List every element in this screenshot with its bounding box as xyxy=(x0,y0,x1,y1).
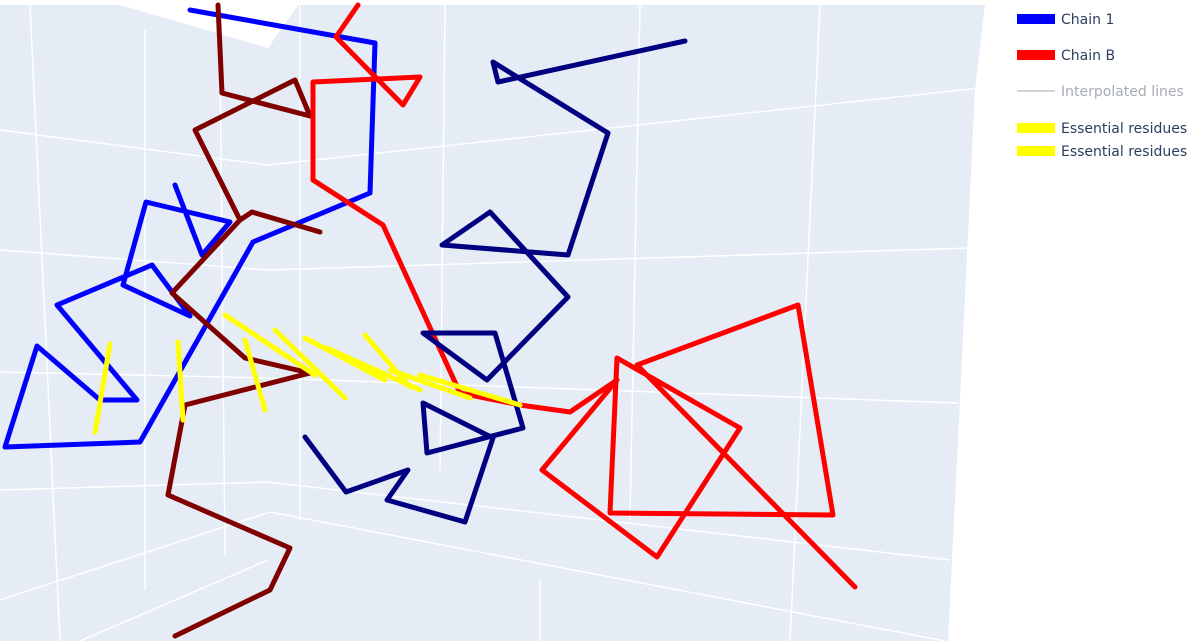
scene-grid xyxy=(0,4,981,641)
legend-item[interactable]: Interpolated lines xyxy=(1017,84,1184,100)
grid-line xyxy=(79,559,269,641)
grid-line xyxy=(0,511,271,601)
series-2 xyxy=(310,2,858,590)
scene-wall-left xyxy=(0,5,985,641)
grid-line xyxy=(267,377,959,404)
grid-line xyxy=(29,4,61,641)
series-4 xyxy=(92,312,523,435)
legend-item[interactable]: Chain B xyxy=(1017,48,1115,64)
legend-item[interactable]: Essential residues xyxy=(1017,144,1187,160)
legend-label: Interpolated lines xyxy=(1061,84,1184,100)
grid-line xyxy=(0,129,269,166)
series-3 xyxy=(302,38,688,525)
series-1 xyxy=(165,2,323,639)
chart-traces xyxy=(2,2,858,639)
scene-wall-top-gap xyxy=(120,0,300,48)
series-line[interactable] xyxy=(242,337,268,413)
series-line[interactable] xyxy=(272,327,348,401)
grid-line xyxy=(0,481,269,491)
series-line[interactable] xyxy=(222,312,318,378)
legend[interactable]: Chain 1 Chain B Interpolated lines Essentia… xyxy=(1017,12,1187,160)
series-line[interactable] xyxy=(417,372,523,408)
grid-line xyxy=(0,371,269,379)
grid-line xyxy=(267,87,981,166)
grid-line xyxy=(269,511,946,641)
legend-item[interactable]: Essential residues xyxy=(1017,121,1187,137)
series-line[interactable] xyxy=(387,367,473,401)
grid-line xyxy=(629,4,641,521)
series-line[interactable] xyxy=(92,341,113,435)
series-line[interactable] xyxy=(165,2,313,639)
grid-line xyxy=(219,59,226,556)
grid-line xyxy=(439,4,446,471)
series-line[interactable] xyxy=(175,339,186,423)
legend-item[interactable]: Chain 1 xyxy=(1017,12,1114,28)
legend-label: Chain 1 xyxy=(1061,12,1114,28)
legend-label: Essential residues xyxy=(1061,121,1187,137)
series-line[interactable] xyxy=(237,209,323,235)
series-line[interactable] xyxy=(310,2,858,590)
series-line[interactable] xyxy=(362,332,413,390)
series-line[interactable] xyxy=(302,38,688,525)
legend-label: Chain B xyxy=(1061,48,1115,64)
grid-line xyxy=(267,247,971,271)
series-line[interactable] xyxy=(302,335,388,383)
grid-line xyxy=(0,249,269,271)
grid-line xyxy=(789,4,821,641)
legend-label: Essential residues xyxy=(1061,144,1187,160)
plot-scene[interactable] xyxy=(0,0,985,641)
